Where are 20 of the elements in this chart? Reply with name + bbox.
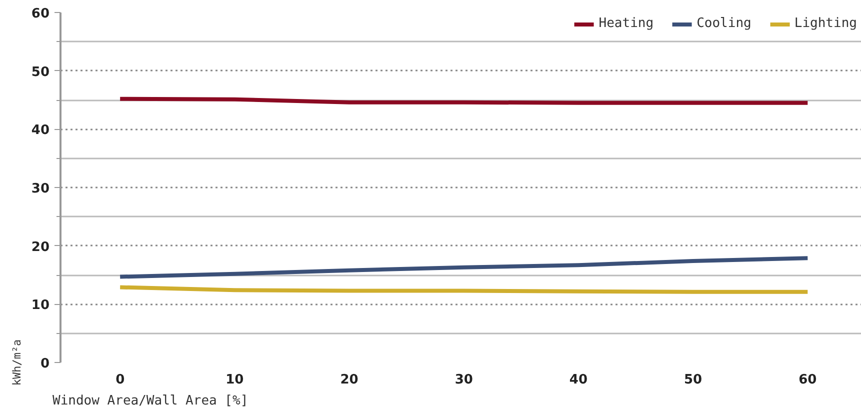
legend-label: Cooling xyxy=(696,16,752,31)
x-tick-label: 0 xyxy=(116,372,125,388)
x-tick-label: 20 xyxy=(340,372,358,388)
y-tick-label: 0 xyxy=(40,356,50,372)
y-tick-label: 50 xyxy=(31,64,50,80)
legend-label: Heating xyxy=(598,16,654,31)
x-tick-label: 60 xyxy=(798,372,817,388)
y-axis-title: kWh/m²a xyxy=(10,339,24,386)
legend-label: Lighting xyxy=(794,16,857,31)
y-tick-label: 40 xyxy=(31,123,50,138)
x-tick-label: 50 xyxy=(684,372,702,388)
y-tick-label: 10 xyxy=(31,298,50,314)
x-tick-label: 30 xyxy=(454,372,473,388)
y-tick-label: 30 xyxy=(31,182,50,196)
x-tick-label: 10 xyxy=(226,372,244,388)
y-tick-label: 20 xyxy=(31,240,50,255)
x-axis-title: Window Area/Wall Area [%] xyxy=(52,394,248,408)
x-tick-label: 40 xyxy=(569,372,588,388)
line-series xyxy=(118,256,810,279)
y-tick-label: 60 xyxy=(31,6,50,22)
